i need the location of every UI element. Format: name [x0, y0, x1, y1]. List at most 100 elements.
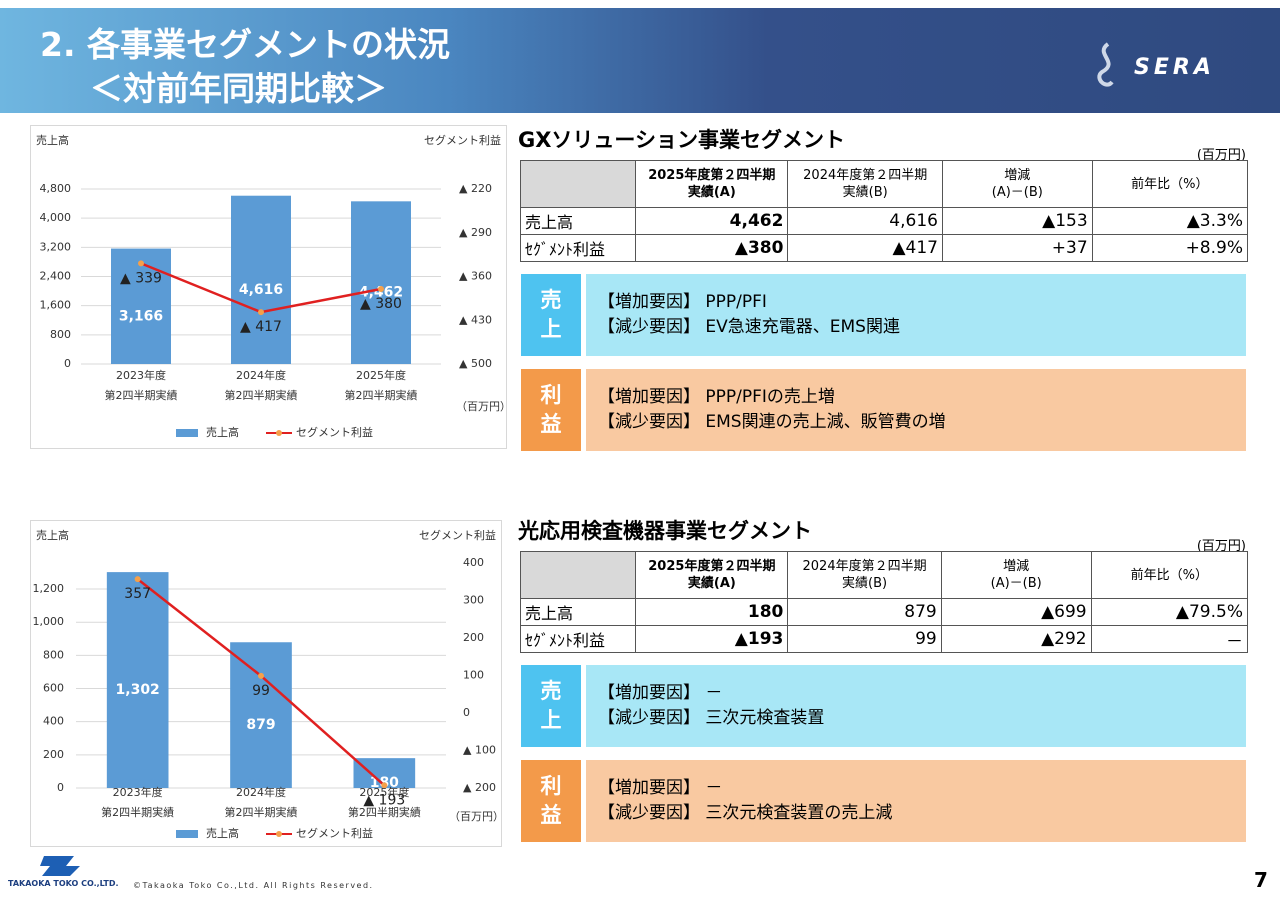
header-row: 2025年度第２四半期 実績(A) 2024年度第２四半期 実績(B) 増減 (A)…	[519, 551, 1249, 599]
point-label: ▲ 417	[240, 319, 282, 335]
note-line: 【減少要因】 三次元検査装置の売上減	[598, 803, 893, 823]
y2-axis-label: セグメント利益	[424, 133, 501, 147]
note-tag: 売上	[521, 274, 581, 356]
bar	[351, 201, 411, 364]
y2-tick-label: ▲ 360	[459, 270, 492, 283]
y-tick-label: 800	[50, 328, 71, 341]
cell: ▲3.3%	[1091, 207, 1249, 235]
point	[138, 260, 144, 267]
legend-swatch	[176, 429, 198, 437]
unit: （百万円）	[449, 810, 501, 823]
legend-label: セグメント利益	[296, 425, 373, 439]
y-tick-label: 400	[43, 715, 64, 728]
legend-swatch	[276, 831, 282, 837]
unit: (百万円)	[1196, 148, 1246, 163]
table: 2025年度第２四半期 実績(A) 2024年度第２四半期 実績(B) 増減 (A)…	[519, 160, 1249, 262]
y-tick-label: 1,000	[33, 615, 65, 628]
row: 売上高 180 879 ▲699 ▲79.5%	[519, 598, 1249, 626]
cell: 99	[787, 625, 942, 653]
title: 2. 各事業セグメントの状況	[40, 25, 450, 64]
y-tick-label: 600	[43, 682, 64, 695]
note-text: 【増加要因】 PPP/PFI 【減少要因】 EV急速充電器、EMS関連	[586, 274, 1246, 356]
header-cell: 前年比（%）	[1091, 160, 1249, 208]
header-row: 2025年度第２四半期 実績(A) 2024年度第２四半期 実績(B) 増減 (A)…	[519, 160, 1249, 208]
chart: 売上高 セグメント利益（百万円）02004006008001,0001,20040…	[33, 528, 502, 840]
y2-tick-label: ▲ 500	[459, 357, 492, 370]
y2-tick-label: ▲ 290	[459, 226, 492, 239]
unit: （百万円）	[456, 400, 506, 413]
x-tick-label: 2025年度 第2四半期実績	[347, 786, 421, 819]
point	[381, 782, 388, 789]
x-tick-label: 2024年度 第2四半期実績	[224, 786, 298, 819]
header-cell: 前年比（%）	[1090, 551, 1249, 599]
legend-swatch	[176, 830, 198, 838]
cell: ▲79.5%	[1090, 598, 1249, 626]
cell: －	[1090, 625, 1249, 653]
bar	[231, 195, 291, 364]
y-tick-label: 4,000	[40, 211, 72, 224]
section: 光応用検査機器事業セグメント (百万円) 2025年度第２四半期 実績(A) 2024…	[518, 515, 1249, 845]
y-axis-label: 売上高	[36, 528, 69, 542]
point-label: ▲ 380	[360, 296, 402, 312]
header-cell: 2024年度第２四半期 実績(B)	[787, 551, 942, 599]
y2-tick-label: 400	[463, 556, 484, 569]
row-label: ｾｸﾞﾒﾝﾄ利益	[519, 625, 637, 653]
row: ｾｸﾞﾒﾝﾄ利益 ▲380 ▲417 +37 +8.9%	[519, 234, 1249, 262]
y-tick-label: 2,400	[40, 270, 72, 283]
bar	[230, 642, 292, 788]
y-tick-label: 1,200	[33, 582, 65, 595]
y2-tick-label: 200	[463, 631, 484, 644]
x-tick-label: 2023年度 第2四半期実績	[104, 369, 178, 402]
cell: 180	[635, 598, 789, 626]
point-label: 99	[252, 683, 270, 699]
point-label: ▲ 193	[363, 792, 405, 808]
y-tick-label: 0	[57, 781, 64, 794]
section: GXソリューション事業セグメント (百万円) 2025年度第２四半期 実績(A) 20…	[518, 124, 1249, 454]
copyright: ©Takaoka Toko Co.,Ltd. All Rights Reserv…	[133, 881, 374, 890]
point	[378, 286, 384, 292]
header-cell: 2025年度第２四半期 実績(A)	[635, 551, 789, 599]
cell: +8.9%	[1091, 234, 1249, 262]
note-line: 【減少要因】 三次元検査装置	[598, 708, 825, 728]
header-cell: 2025年度第２四半期 実績(A)	[635, 160, 789, 208]
legend-label: セグメント利益	[296, 826, 373, 840]
point	[258, 309, 264, 316]
y-tick-label: 3,200	[40, 240, 72, 253]
y2-tick-label: 100	[463, 669, 484, 682]
company-logo	[40, 856, 80, 876]
row-label: 売上高	[519, 598, 637, 626]
cell: ▲699	[940, 598, 1092, 626]
y-tick-label: 200	[43, 748, 64, 761]
y2-tick-label: ▲ 220	[459, 182, 492, 195]
header-cell	[519, 551, 637, 599]
header-cell: 増減 (A)－(B)	[940, 551, 1092, 599]
row: ｾｸﾞﾒﾝﾄ利益 ▲193 99 ▲292 －	[519, 625, 1249, 653]
header-cell	[519, 160, 637, 208]
table: 2025年度第２四半期 実績(A) 2024年度第２四半期 実績(B) 増減 (A)…	[519, 551, 1249, 653]
chart-box: 売上高 セグメント利益 （百万円） 0 800 1,600 2,400 3,200 4,000 4…	[30, 125, 507, 449]
bar	[111, 248, 171, 364]
point-label: ▲ 339	[120, 270, 162, 286]
x-tick-label: 2023年度 第2四半期実績	[101, 786, 175, 819]
cell: 4,616	[787, 207, 943, 235]
row-label: 売上高	[519, 207, 637, 235]
x-tick-label: 2024年度 第2四半期実績	[224, 369, 298, 402]
cell: ▲193	[635, 625, 789, 653]
note-line: 【増加要因】 －	[598, 683, 723, 703]
note-tag: 売上	[521, 665, 581, 747]
cell: ▲153	[941, 207, 1093, 235]
y-tick-label: 1,600	[40, 299, 72, 312]
chart: 売上高 セグメント利益（百万円）08001,6002,4003,2004,0004…	[36, 133, 506, 439]
note-line: 【減少要因】 EV急速充電器、EMS関連	[598, 317, 900, 337]
bar-label: 879	[246, 717, 275, 733]
bar	[106, 572, 169, 788]
note-text: 【増加要因】 － 【減少要因】 三次元検査装置	[586, 665, 1246, 747]
bar-label: 1,302	[116, 682, 160, 698]
point-label: 357	[124, 586, 151, 602]
subtitle: ＜対前年同期比較＞	[90, 69, 387, 108]
y-axis-label: 売上高	[36, 133, 69, 147]
note-line: 【増加要因】 PPP/PFIの売上増	[598, 387, 835, 407]
logo-text: SERA	[1134, 55, 1215, 80]
note-text: 【増加要因】 － 【減少要因】 三次元検査装置の売上減	[586, 760, 1246, 842]
